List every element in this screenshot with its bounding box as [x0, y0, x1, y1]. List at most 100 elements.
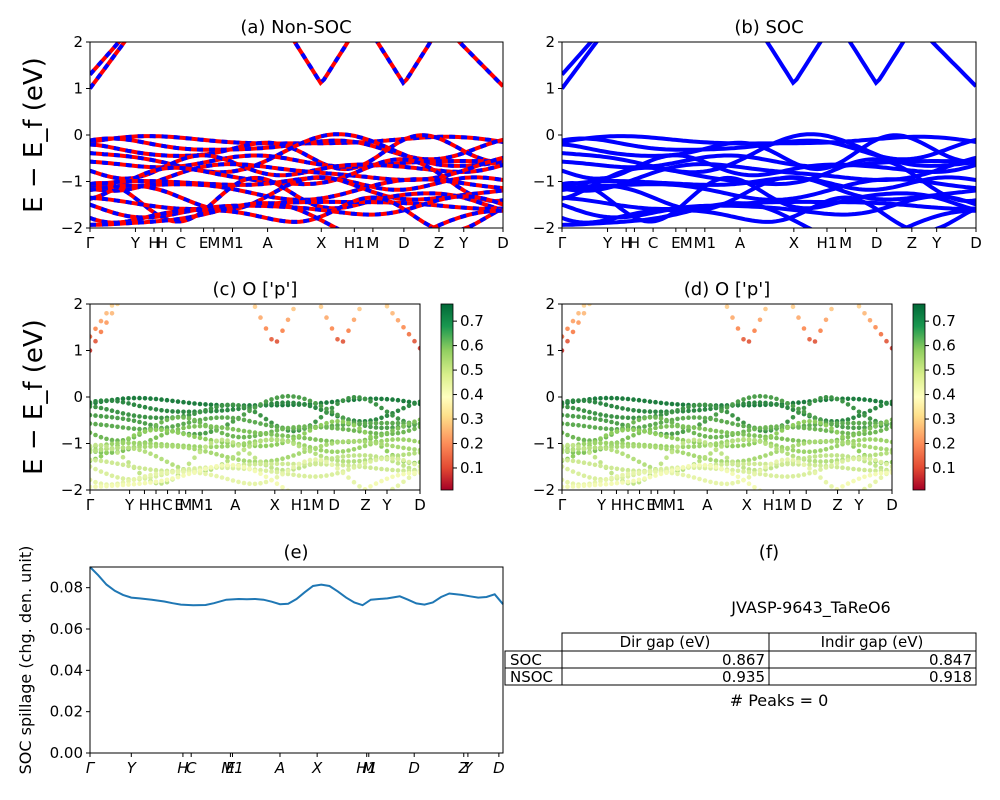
projection-point	[143, 255, 148, 260]
projection-point	[241, 464, 247, 470]
projection-point	[252, 430, 258, 435]
xtick-label: D	[414, 496, 426, 514]
xtick-label: M	[362, 759, 375, 777]
projection-point	[93, 399, 98, 404]
projection-point	[856, 467, 862, 472]
ytick-label: 0.06	[50, 620, 83, 638]
projection-point	[115, 483, 120, 488]
projection-point	[846, 491, 851, 496]
projection-point	[598, 401, 603, 406]
projection-point	[285, 488, 291, 490]
ytick-label: 2	[73, 33, 83, 51]
projection-point	[269, 465, 274, 471]
projection-point	[269, 420, 274, 426]
projection-point	[109, 446, 115, 452]
projection-point	[143, 257, 148, 262]
projection-point	[598, 445, 603, 451]
projection-point	[801, 441, 807, 446]
projection-point	[137, 440, 142, 446]
projection-point	[406, 446, 412, 452]
projection-point	[252, 405, 258, 410]
projection-point	[801, 456, 807, 461]
projection-point	[862, 467, 867, 473]
projection-point	[675, 444, 680, 450]
projection-point	[109, 437, 115, 443]
projection-point	[785, 445, 790, 451]
projection-point	[581, 437, 587, 443]
projection-point	[230, 426, 236, 432]
projection-point	[889, 345, 892, 351]
projection-point	[636, 428, 642, 433]
projection-point	[269, 432, 274, 437]
projection-point	[834, 439, 840, 445]
projection-point	[351, 395, 357, 400]
xtick-label: M	[783, 496, 796, 514]
projection-point	[587, 483, 592, 488]
projection-point	[406, 451, 412, 457]
projection-point	[120, 440, 126, 446]
projection-point	[280, 426, 285, 432]
projection-point	[395, 437, 401, 442]
projection-point	[867, 397, 873, 403]
projection-point	[374, 290, 379, 295]
projection-point	[148, 428, 153, 433]
projection-point	[401, 463, 406, 468]
projection-point	[845, 457, 851, 463]
projection-point	[686, 473, 691, 479]
projection-point	[752, 426, 757, 432]
projection-point	[208, 424, 214, 429]
projection-point	[241, 434, 247, 440]
projection-point	[669, 420, 675, 425]
projection-point	[203, 416, 208, 422]
table-cell-indir: 0.847	[929, 651, 972, 669]
projection-point	[603, 413, 609, 418]
projection-point	[785, 451, 790, 457]
projection-point	[384, 442, 390, 448]
projection-point	[302, 446, 307, 452]
xtick-label: Z	[434, 234, 444, 252]
projection-point	[801, 419, 807, 425]
projection-point	[324, 410, 329, 415]
projection-point	[812, 449, 818, 454]
projection-point	[741, 397, 746, 402]
projection-point	[845, 396, 851, 402]
projection-point	[258, 402, 263, 407]
projection-point	[384, 448, 390, 454]
projection-point	[203, 408, 208, 413]
projection-point	[285, 468, 291, 474]
projection-point	[609, 465, 614, 471]
projection-point	[576, 320, 581, 325]
projection-point	[137, 265, 142, 270]
projection-point	[835, 276, 840, 281]
projection-point	[115, 296, 120, 301]
projection-point	[159, 470, 164, 476]
projection-point	[570, 398, 576, 404]
projection-point	[829, 395, 834, 400]
projection-point	[697, 462, 702, 468]
projection-point	[686, 404, 691, 410]
band-line	[562, 133, 976, 172]
projection-point	[625, 479, 631, 485]
table-header-dir: Dir gap (eV)	[620, 633, 711, 651]
projection-point	[603, 402, 609, 408]
xtick-label: E	[646, 496, 655, 514]
projection-point	[807, 458, 812, 463]
projection-point	[329, 472, 335, 477]
projection-point	[647, 399, 653, 404]
xtick-label: X	[316, 234, 326, 252]
projection-point	[384, 420, 390, 426]
projection-point	[263, 431, 269, 437]
projection-point	[675, 423, 680, 429]
projection-point	[812, 458, 818, 464]
projection-point	[714, 123, 719, 128]
projection-point	[851, 263, 856, 268]
projection-point	[862, 456, 867, 461]
projection-point	[565, 338, 570, 344]
projection-point	[115, 424, 120, 430]
projection-point	[132, 66, 137, 71]
projection-point	[159, 408, 164, 413]
projection-point	[126, 396, 131, 401]
projection-point	[867, 430, 873, 436]
projection-point	[329, 441, 335, 446]
projection-point	[818, 328, 823, 334]
